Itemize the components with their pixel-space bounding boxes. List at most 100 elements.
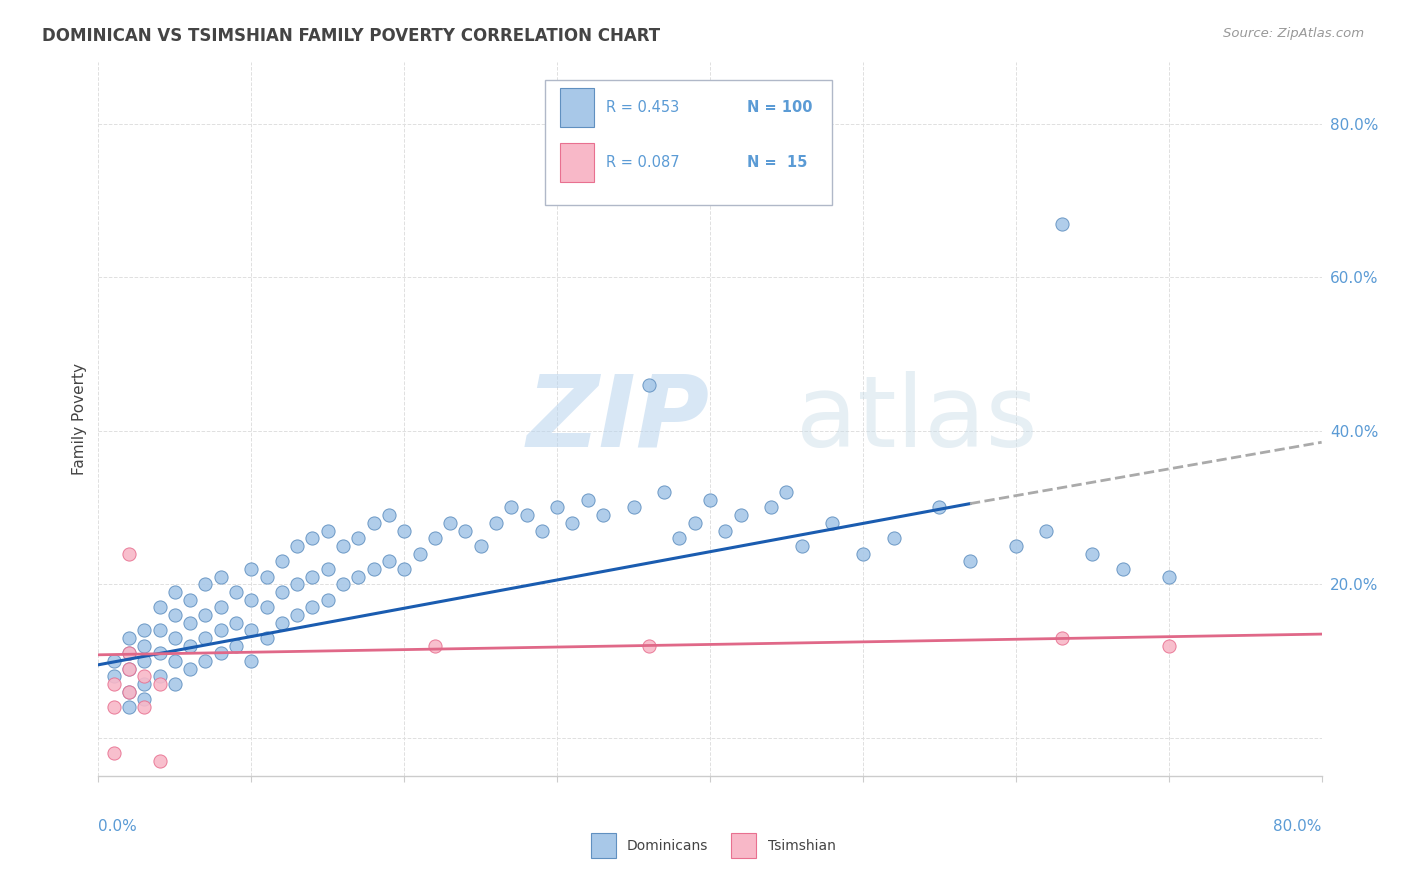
Point: [179, 615, 201, 630]
Point: [516, 508, 538, 523]
Point: [149, 677, 172, 691]
Text: Source: ZipAtlas.com: Source: ZipAtlas.com: [1223, 27, 1364, 40]
Point: [225, 639, 247, 653]
Point: [118, 684, 141, 698]
Point: [256, 600, 278, 615]
Point: [179, 662, 201, 676]
Point: [501, 500, 523, 515]
Point: [270, 554, 292, 568]
Point: [194, 577, 217, 591]
Point: [637, 639, 661, 653]
Point: [149, 669, 172, 683]
Point: [959, 554, 981, 568]
Point: [439, 516, 461, 530]
Point: [240, 654, 263, 668]
Point: [194, 607, 217, 622]
Text: R = 0.453: R = 0.453: [606, 100, 679, 115]
Point: [225, 615, 247, 630]
Point: [392, 524, 416, 538]
Text: R = 0.087: R = 0.087: [606, 155, 679, 169]
Point: [301, 569, 323, 583]
FancyBboxPatch shape: [546, 80, 832, 205]
Point: [1035, 524, 1057, 538]
Text: Dominicans: Dominicans: [627, 838, 709, 853]
Point: [103, 746, 125, 760]
Point: [103, 700, 125, 714]
Point: [209, 569, 232, 583]
Point: [301, 600, 323, 615]
Point: [408, 547, 430, 561]
Point: [363, 562, 385, 576]
Point: [821, 516, 844, 530]
Point: [347, 531, 370, 545]
Point: [256, 631, 278, 645]
Point: [118, 684, 141, 698]
Point: [699, 492, 721, 507]
Point: [134, 639, 156, 653]
Text: DOMINICAN VS TSIMSHIAN FAMILY POVERTY CORRELATION CHART: DOMINICAN VS TSIMSHIAN FAMILY POVERTY CO…: [42, 27, 661, 45]
Point: [163, 607, 186, 622]
Point: [270, 585, 292, 599]
Point: [149, 646, 172, 660]
Point: [134, 677, 156, 691]
Point: [134, 654, 156, 668]
Point: [423, 531, 446, 545]
Point: [928, 500, 950, 515]
Text: ZIP: ZIP: [526, 371, 710, 467]
Text: N =  15: N = 15: [747, 155, 807, 169]
Point: [485, 516, 508, 530]
Point: [790, 539, 813, 553]
Point: [134, 692, 156, 706]
Point: [134, 669, 156, 683]
Point: [240, 562, 263, 576]
Point: [470, 539, 492, 553]
Point: [103, 669, 125, 683]
Point: [163, 585, 186, 599]
Text: atlas: atlas: [796, 371, 1038, 467]
Point: [270, 615, 292, 630]
Point: [301, 531, 323, 545]
FancyBboxPatch shape: [560, 143, 593, 182]
Point: [134, 624, 156, 638]
Point: [332, 577, 354, 591]
Point: [285, 539, 308, 553]
Text: N = 100: N = 100: [747, 100, 813, 115]
Point: [1050, 217, 1073, 231]
Point: [1004, 539, 1026, 553]
Text: 0.0%: 0.0%: [98, 819, 138, 834]
Point: [883, 531, 905, 545]
Point: [852, 547, 875, 561]
Point: [118, 646, 141, 660]
Point: [179, 592, 201, 607]
Point: [775, 485, 797, 500]
Point: [730, 508, 752, 523]
Point: [240, 592, 263, 607]
Point: [118, 631, 141, 645]
Point: [163, 654, 186, 668]
Point: [134, 700, 156, 714]
Point: [118, 662, 141, 676]
Point: [209, 624, 232, 638]
Point: [179, 639, 201, 653]
Point: [149, 600, 172, 615]
Point: [759, 500, 782, 515]
Point: [1157, 569, 1180, 583]
Point: [363, 516, 385, 530]
Point: [530, 524, 553, 538]
Point: [118, 700, 141, 714]
Point: [683, 516, 706, 530]
Point: [592, 508, 614, 523]
Point: [546, 500, 568, 515]
Point: [316, 524, 339, 538]
Point: [118, 547, 141, 561]
Point: [209, 646, 232, 660]
Point: [652, 485, 675, 500]
Point: [576, 492, 599, 507]
Point: [149, 624, 172, 638]
Point: [149, 754, 172, 768]
Point: [454, 524, 477, 538]
Point: [637, 377, 661, 392]
Point: [103, 677, 125, 691]
Point: [256, 569, 278, 583]
Text: 80.0%: 80.0%: [1274, 819, 1322, 834]
